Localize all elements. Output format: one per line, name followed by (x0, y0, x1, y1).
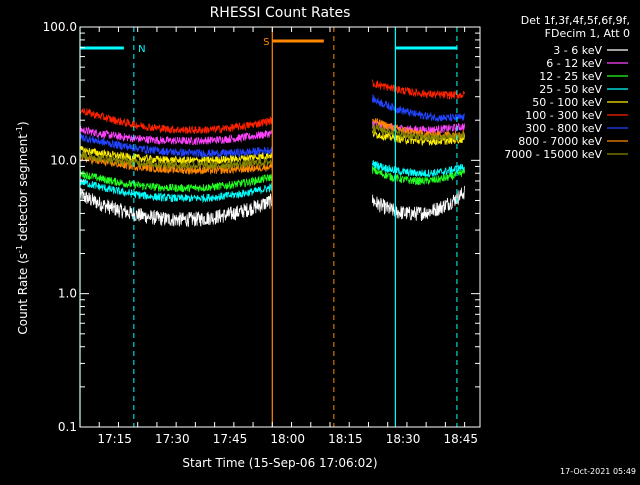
series-line-8-part-0 (79, 151, 273, 171)
legend-entry-label: 3 - 6 keV (553, 44, 602, 57)
series-line-2-part-0 (79, 169, 273, 193)
series-line-3-part-0 (79, 178, 273, 204)
x-tick-label: 18:30 (386, 432, 421, 446)
y-axis-label-sup: -1 (15, 245, 24, 253)
x-tick-label: 17:45 (213, 432, 248, 446)
x-tick-label: 18:15 (328, 432, 363, 446)
series-line-5-part-1 (371, 79, 465, 100)
y-axis-label-prefix: Count Rate (s (16, 253, 30, 335)
legend-entry-label: 100 - 300 keV (525, 109, 602, 122)
x-tick-label: 17:30 (155, 432, 190, 446)
plot-area: NS (79, 27, 465, 427)
x-tick-label: 17:15 (97, 432, 132, 446)
series-line-7-part-0 (79, 154, 273, 176)
y-axis-label-mid: detector segment (16, 134, 30, 245)
legend-entry-label: 25 - 50 keV (539, 83, 602, 96)
y-axis-label: Count Rate (s-1 detector segment-1) (15, 121, 30, 334)
y-tick-label: 10.0 (50, 153, 77, 167)
x-tick-label: 18:00 (270, 432, 305, 446)
series-line-3-part-1 (371, 160, 465, 178)
x-tick-label: 18:45 (443, 432, 478, 446)
series-line-0-part-1 (371, 185, 465, 222)
footer-timestamp: 17-Oct-2021 05:49 (560, 467, 636, 476)
series-line-4-part-0 (79, 146, 273, 166)
legend-entry-label: 12 - 25 keV (539, 70, 602, 83)
y-axis-label-sup2: -1 (15, 126, 24, 134)
series-line-6-part-1 (371, 94, 465, 123)
y-tick-label: 100.0 (43, 20, 77, 34)
marker-label: N (138, 44, 145, 55)
marker-label: S (263, 37, 269, 48)
series-line-0-part-0 (79, 187, 273, 228)
plot-frame (79, 26, 481, 428)
legend: Det 1f,3f,4f,5f,6f,9f,FDecim 1, Att 0 3 -… (504, 14, 630, 161)
y-tick-label: 1.0 (58, 287, 77, 301)
chart-title: RHESSI Count Rates (210, 5, 351, 21)
series-line-1-part-0 (79, 125, 273, 146)
series-line-6-part-0 (79, 133, 273, 159)
legend-entry-label: 7000 - 15000 keV (504, 148, 602, 161)
legend-header-line: Det 1f,3f,4f,5f,6f,9f, (521, 14, 630, 27)
series-line-5-part-0 (79, 108, 273, 135)
series-line-2-part-1 (371, 166, 465, 186)
y-axis-label-suffix: ) (16, 121, 30, 126)
y-tick-label: 0.1 (58, 420, 77, 434)
legend-entry-label: 50 - 100 keV (532, 96, 602, 109)
legend-entry-label: 800 - 7000 keV (518, 135, 602, 148)
legend-header-line: FDecim 1, Att 0 (545, 27, 630, 40)
legend-entry-label: 6 - 12 keV (546, 57, 602, 70)
x-axis-label: Start Time (15-Sep-06 17:06:02) (182, 456, 377, 470)
axes: 0.1 1.0 10.0 100.0 17:15 17:30 17:45 18:00 18:15… (43, 20, 481, 446)
legend-entry-label: 300 - 800 keV (525, 122, 602, 135)
series-line-8-part-1 (371, 123, 465, 142)
